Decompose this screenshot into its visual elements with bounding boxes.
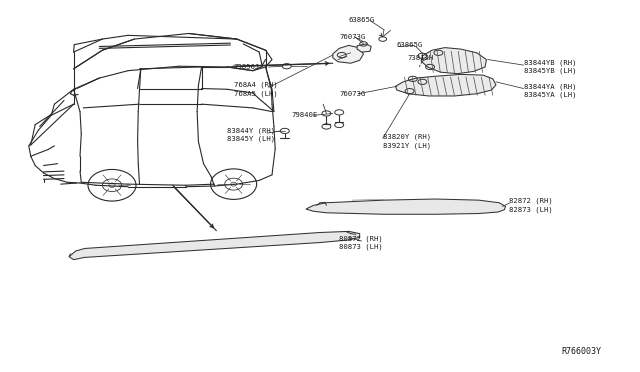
Polygon shape [306,199,506,214]
Text: 80872 (RH)
80873 (LH): 80872 (RH) 80873 (LH) [339,235,383,250]
Polygon shape [396,74,496,96]
Text: 63865G: 63865G [397,42,423,48]
Polygon shape [69,231,360,260]
Text: 79840E: 79840E [291,112,317,118]
Text: 83844Y (RH)
83845Y (LH): 83844Y (RH) 83845Y (LH) [227,127,275,142]
Text: 82872 (RH)
82873 (LH): 82872 (RH) 82873 (LH) [509,198,553,213]
Text: 768A4 (RH)
768A5 (LH): 768A4 (RH) 768A5 (LH) [234,82,277,97]
Text: 83844YB (RH)
83845YB (LH): 83844YB (RH) 83845YB (LH) [524,60,576,74]
Text: 73856J: 73856J [234,64,260,70]
Polygon shape [333,45,364,63]
Polygon shape [421,48,486,74]
Ellipse shape [109,183,115,187]
Ellipse shape [231,182,237,186]
Text: 76073G: 76073G [339,91,365,97]
Text: R766003Y: R766003Y [562,347,602,356]
Text: 83844YA (RH)
83845YA (LH): 83844YA (RH) 83845YA (LH) [524,83,576,98]
Text: 83820Y (RH)
83921Y (LH): 83820Y (RH) 83921Y (LH) [383,134,431,149]
Text: 76073G: 76073G [339,34,365,40]
Polygon shape [357,44,371,52]
Text: 63865G: 63865G [349,17,375,23]
Text: 73812H: 73812H [407,55,433,61]
